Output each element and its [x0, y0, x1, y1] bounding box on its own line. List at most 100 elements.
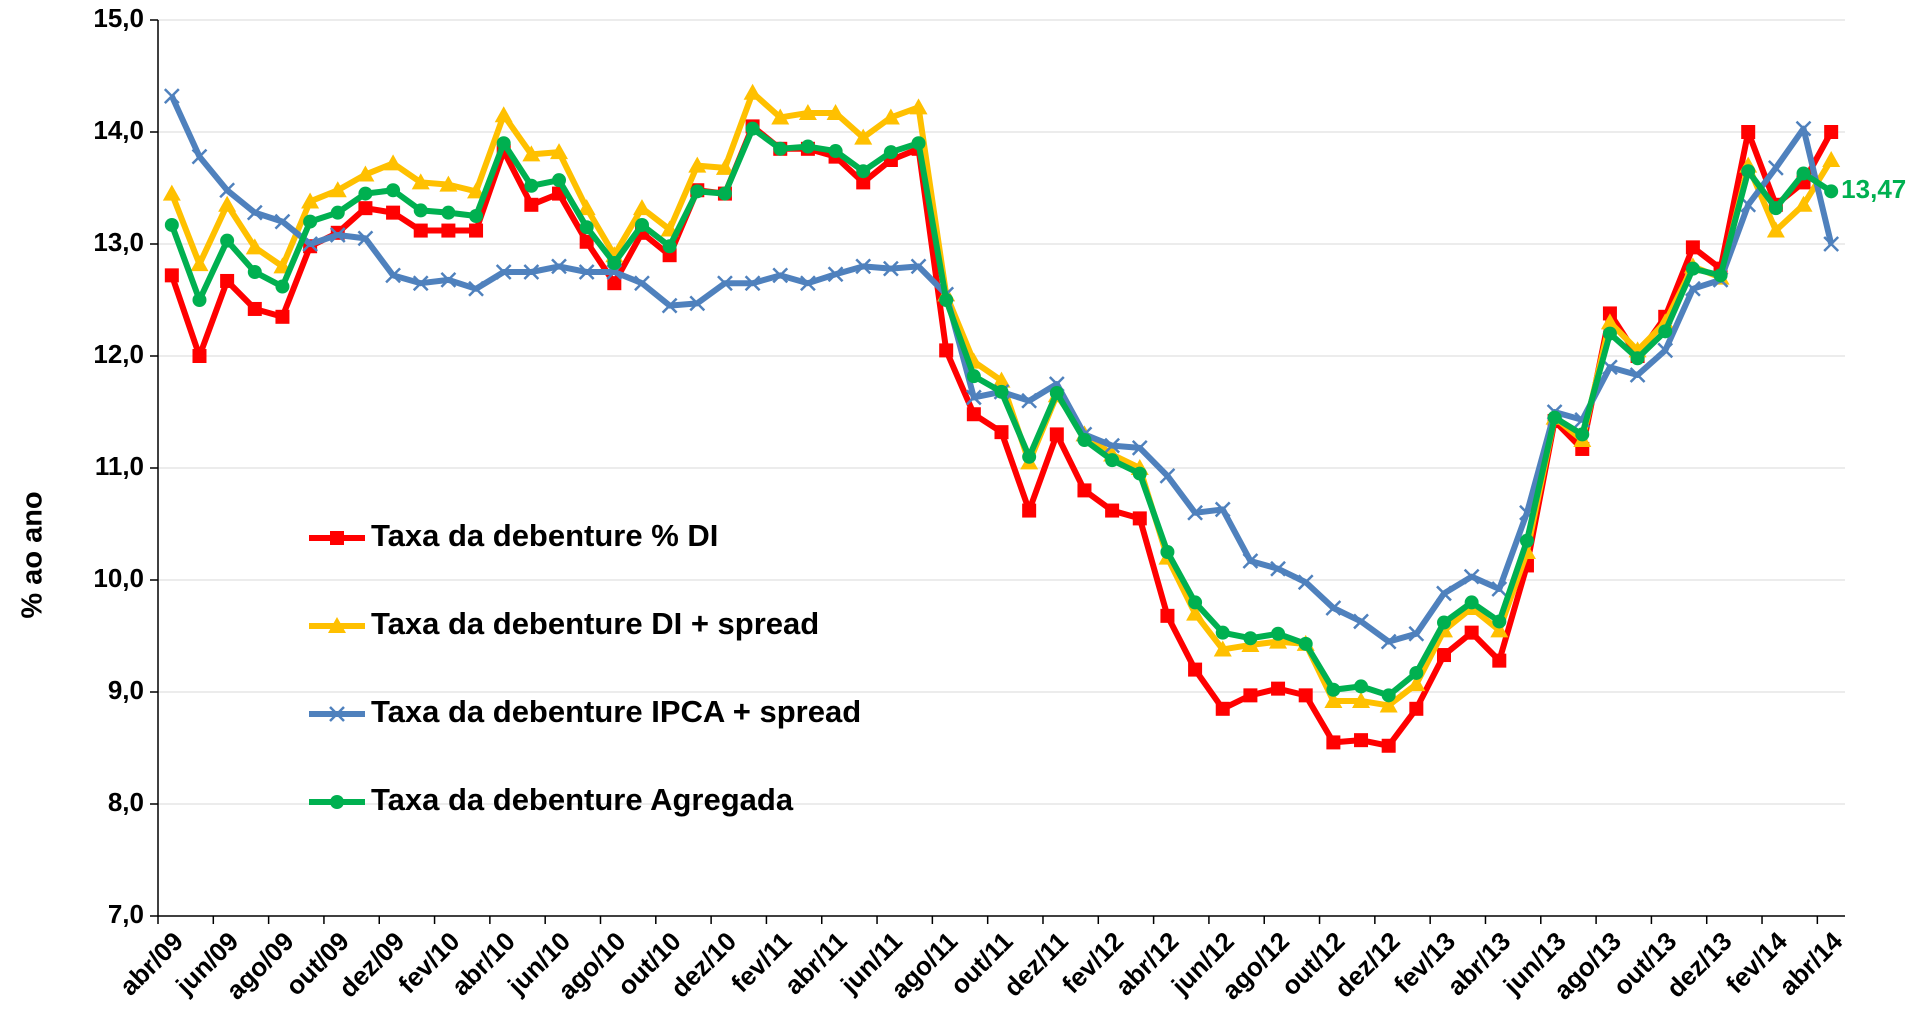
legend-label: Taxa da debenture IPCA + spread: [371, 694, 861, 729]
y-tick-label: 9,0: [108, 675, 144, 705]
data-point: [1600, 313, 1619, 330]
data-point: [1298, 636, 1313, 651]
x-tick-label: abr/12: [1109, 926, 1184, 1001]
data-point: [1077, 483, 1092, 498]
data-point: [1630, 351, 1645, 366]
data-point: [772, 267, 789, 284]
data-point: [690, 184, 705, 199]
data-point: [358, 201, 373, 216]
data-point: [164, 268, 179, 283]
data-point: [1409, 701, 1424, 716]
data-point: [1436, 585, 1452, 602]
data-point: [220, 273, 235, 288]
data-point: [881, 108, 900, 125]
data-point: [939, 293, 954, 307]
data-point: [1436, 615, 1451, 630]
data-point: [1767, 159, 1784, 176]
data-point: [1408, 625, 1425, 642]
data-point: [1021, 392, 1038, 409]
data-point: [578, 264, 595, 280]
data-point: [1213, 640, 1232, 657]
data-point: [190, 255, 209, 272]
data-point: [469, 209, 484, 223]
data-point: [247, 301, 262, 316]
data-point: [1270, 560, 1286, 577]
data-point: [745, 121, 760, 136]
data-point: [219, 182, 236, 199]
data-point: [357, 230, 374, 247]
data-point: [854, 128, 873, 145]
data-point: [909, 98, 928, 115]
data-point: [883, 145, 898, 160]
data-point: [1243, 631, 1258, 646]
data-point: [1242, 553, 1259, 569]
data-point: [715, 158, 734, 175]
data-point: [1188, 595, 1203, 610]
data-point: [634, 217, 649, 232]
data-point: [468, 280, 484, 297]
data-point: [1354, 733, 1369, 748]
data-point: [385, 267, 401, 284]
data-point: [1326, 735, 1341, 750]
data-point: [1492, 614, 1507, 629]
data-point: [522, 145, 541, 162]
data-point: [441, 223, 456, 238]
data-point: [1188, 662, 1203, 677]
y-tick-label: 14,0: [93, 115, 144, 145]
data-label: 13,47: [1841, 174, 1906, 204]
data-point: [274, 213, 291, 230]
data-point: [551, 258, 567, 275]
y-tick-label: 7,0: [108, 899, 144, 929]
data-point: [1298, 688, 1313, 703]
data-point: [552, 173, 567, 188]
y-axis-title: % ao ano: [17, 491, 49, 618]
data-point: [1077, 433, 1092, 447]
data-point: [1132, 511, 1147, 526]
data-point: [1105, 503, 1120, 518]
data-point: [1463, 568, 1480, 585]
data-point: [192, 293, 207, 307]
data-point: [1271, 626, 1286, 641]
data-point: [994, 425, 1009, 440]
data-point: [607, 276, 622, 291]
data-point: [744, 275, 761, 292]
data-point: [1326, 682, 1341, 697]
data-point: [800, 139, 815, 154]
data-point: [384, 154, 403, 171]
data-point: [386, 205, 401, 220]
data-point: [220, 233, 235, 248]
data-point: [827, 266, 844, 283]
data-point: [164, 217, 179, 232]
data-point: [966, 407, 981, 422]
data-point: [1685, 240, 1700, 255]
data-point: [413, 223, 428, 238]
data-point: [1215, 701, 1230, 716]
data-point: [1354, 679, 1369, 694]
data-point: [1324, 691, 1343, 708]
data-point: [191, 148, 208, 165]
data-point: [856, 164, 871, 179]
data-point: [1022, 449, 1037, 464]
y-tick-label: 11,0: [95, 451, 144, 481]
data-point: [1768, 201, 1783, 216]
data-point: [634, 275, 650, 292]
data-point: [1519, 533, 1534, 548]
data-point: [328, 181, 347, 198]
data-point: [524, 178, 539, 193]
data-point: [1824, 184, 1839, 199]
data-point: [1766, 221, 1785, 238]
data-point: [356, 165, 375, 182]
data-point: [1491, 581, 1508, 597]
data-point: [1796, 166, 1811, 181]
legend-label: Taxa da debenture DI + spread: [371, 606, 819, 641]
data-point: [965, 389, 982, 406]
data-point: [771, 108, 790, 125]
data-point: [1160, 545, 1175, 559]
data-point: [1795, 120, 1812, 137]
data-point: [828, 144, 843, 159]
data-point: [1132, 466, 1147, 481]
data-point: [467, 182, 486, 199]
data-point: [661, 297, 678, 314]
data-point: [1187, 504, 1203, 521]
data-point: [577, 199, 596, 216]
